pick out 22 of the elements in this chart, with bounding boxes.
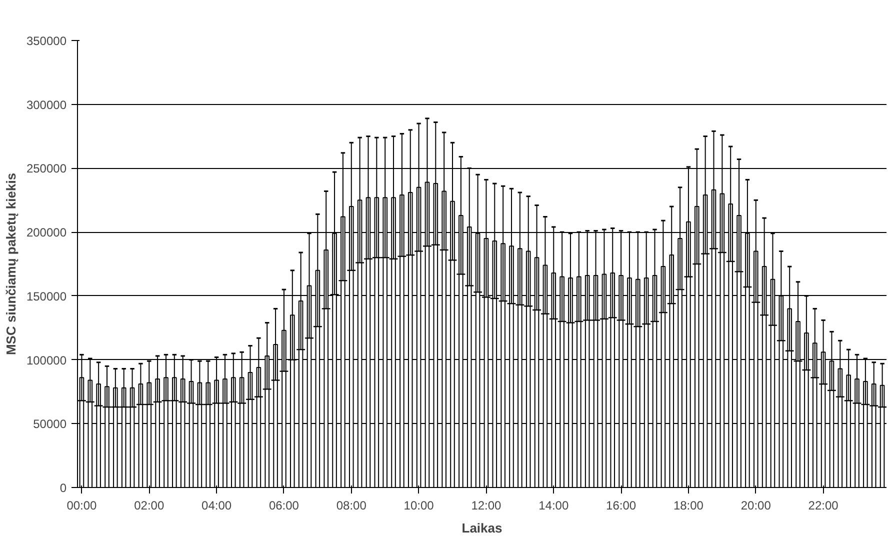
y-tick-label: 0: [60, 481, 67, 495]
x-axis-title: Laikas: [462, 520, 502, 536]
y-tick-label: 50000: [33, 417, 67, 432]
x-tick-label: 04:00: [202, 498, 232, 512]
y-axis-title: MSC siunčiamų paketų kiekis: [3, 172, 18, 356]
x-tick-label: 22:00: [808, 498, 839, 512]
x-tick-label: 06:00: [268, 498, 300, 512]
x-tick-label: 10:00: [404, 498, 434, 512]
x-tick-label: 20:00: [740, 498, 772, 512]
x-tick-label: 14:00: [538, 498, 569, 512]
x-tick-label: 00:00: [66, 498, 98, 512]
x-tick-label: 02:00: [134, 498, 164, 512]
y-tick-label: 200000: [26, 226, 67, 240]
x-tick-label: 16:00: [606, 498, 636, 512]
x-tick-label: 18:00: [673, 498, 704, 512]
y-tick-label: 100000: [26, 353, 67, 368]
y-tick-label: 300000: [26, 98, 67, 112]
x-tick-label: 08:00: [336, 498, 367, 512]
x-tick-label: 12:00: [471, 498, 502, 512]
y-tick-label: 250000: [26, 162, 67, 176]
y-tick-label: 150000: [26, 289, 67, 304]
y-tick-label: 350000: [26, 34, 67, 48]
